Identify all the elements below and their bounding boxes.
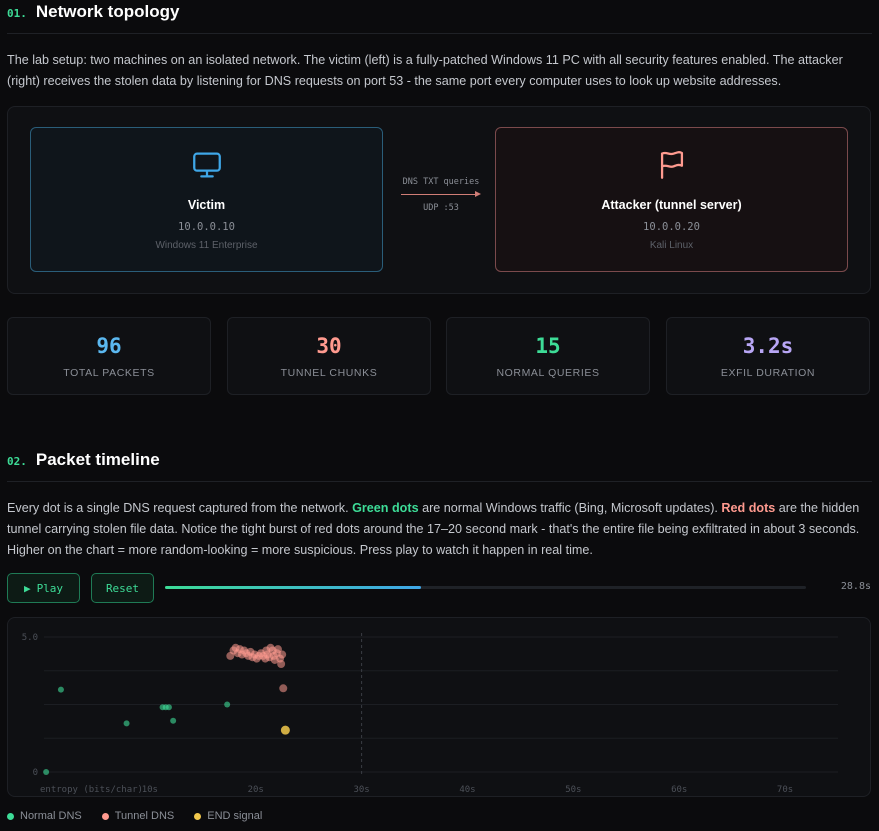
play-icon: ▶ [23,581,31,595]
data-point [123,720,130,727]
legend-label: Normal DNS [20,810,82,822]
victim-os: Windows 11 Enterprise [155,240,258,251]
legend-label: END signal [207,810,263,822]
stat-tunnel-chunks: 30 TUNNEL CHUNKS [227,317,431,395]
stat-label: TOTAL PACKETS [63,367,155,379]
attacker-ip: 10.0.0.20 [643,221,700,233]
x-tick-label: 40s [459,785,475,795]
progress-fill [165,586,422,589]
red-dots-highlight: Red dots [721,501,776,515]
chart-legend: Normal DNS Tunnel DNS END signal [7,810,262,822]
x-tick-label: 60s [671,785,687,795]
green-dots-highlight: Green dots [352,501,419,515]
victim-ip: 10.0.0.10 [178,221,235,233]
x-tick-label: 70s [777,785,793,795]
stat-value: 30 [316,334,342,358]
x-tick-label: 20s [248,785,264,795]
victim-name: Victim [187,198,226,212]
data-point [165,704,172,711]
flag-icon [655,148,689,187]
topology-description: The lab setup: two machines on an isolat… [7,53,843,88]
section-title: Network topology [35,2,180,21]
section-header-topology: 01. Network topology [7,2,179,22]
section-number: 01. [7,7,27,20]
time-readout: 28.8s [840,581,871,592]
section-title: Packet timeline [35,450,160,469]
y-axis-label: entropy (bits/char) [40,785,143,795]
attacker-name: Attacker (tunnel server) [601,198,742,212]
reset-label: Reset [105,581,140,595]
timeline-progress-bar[interactable] [165,586,806,589]
x-tick-label: 30s [353,785,369,795]
legend-swatch [194,812,202,820]
stat-label: NORMAL QUERIES [496,367,600,379]
data-point [57,686,64,693]
legend-swatch [7,812,14,820]
section-divider [7,33,872,34]
data-point [273,645,282,654]
attacker-os: Kali Linux [649,240,694,251]
data-point [280,725,290,735]
play-label: Play [36,581,64,595]
section-number: 02. [7,455,27,468]
data-point [170,717,177,724]
stat-label: EXFIL DURATION [720,367,816,379]
legend-item-normal: Normal DNS [7,810,82,822]
link-port-label: UDP :53 [423,203,459,213]
timeline-description: Every dot is a single DNS request captur… [7,501,860,557]
data-point [278,650,287,659]
topology-panel: Victim 10.0.0.10 Windows 11 Enterprise D… [7,106,871,294]
y-tick-label: 0 [33,768,38,778]
legend-item-end: END signal [194,810,262,822]
section-header-timeline: 02. Packet timeline [7,450,160,470]
link-protocol-label: DNS TXT queries [402,177,480,187]
legend-swatch [101,812,109,820]
stat-value: 96 [96,334,122,358]
play-button[interactable]: ▶ Play [7,573,80,603]
victim-node[interactable]: Victim 10.0.0.10 Windows 11 Enterprise [30,127,383,272]
legend-label: Tunnel DNS [114,810,175,822]
legend-item-tunnel: Tunnel DNS [101,810,175,822]
packet-timeline-chart: 5.0 0 entropy (bits/char) 10s 20s 30s 40s 50s 60… [7,617,871,797]
stat-normal-queries: 15 NORMAL QUERIES [446,317,650,395]
y-tick-label: 5.0 [22,633,38,643]
x-tick-label: 50s [565,785,581,795]
data-point [43,769,50,775]
data-point [277,660,286,668]
network-link: DNS TXT queries UDP :53 [393,177,489,213]
arrow-right-icon [393,190,489,200]
monitor-icon [190,148,224,187]
attacker-node[interactable]: Attacker (tunnel server) 10.0.0.20 Kali … [495,127,848,272]
data-point [279,684,288,693]
stat-total-packets: 96 TOTAL PACKETS [7,317,211,395]
x-tick-label: 10s [142,785,158,795]
reset-button[interactable]: Reset [91,573,154,603]
stat-label: TUNNEL CHUNKS [280,367,378,379]
stat-value: 15 [535,334,561,358]
section-divider [7,481,872,482]
stat-exfil-duration: 3.2s EXFIL DURATION [666,317,870,395]
data-point [224,701,231,708]
stat-value: 3.2s [742,334,794,358]
